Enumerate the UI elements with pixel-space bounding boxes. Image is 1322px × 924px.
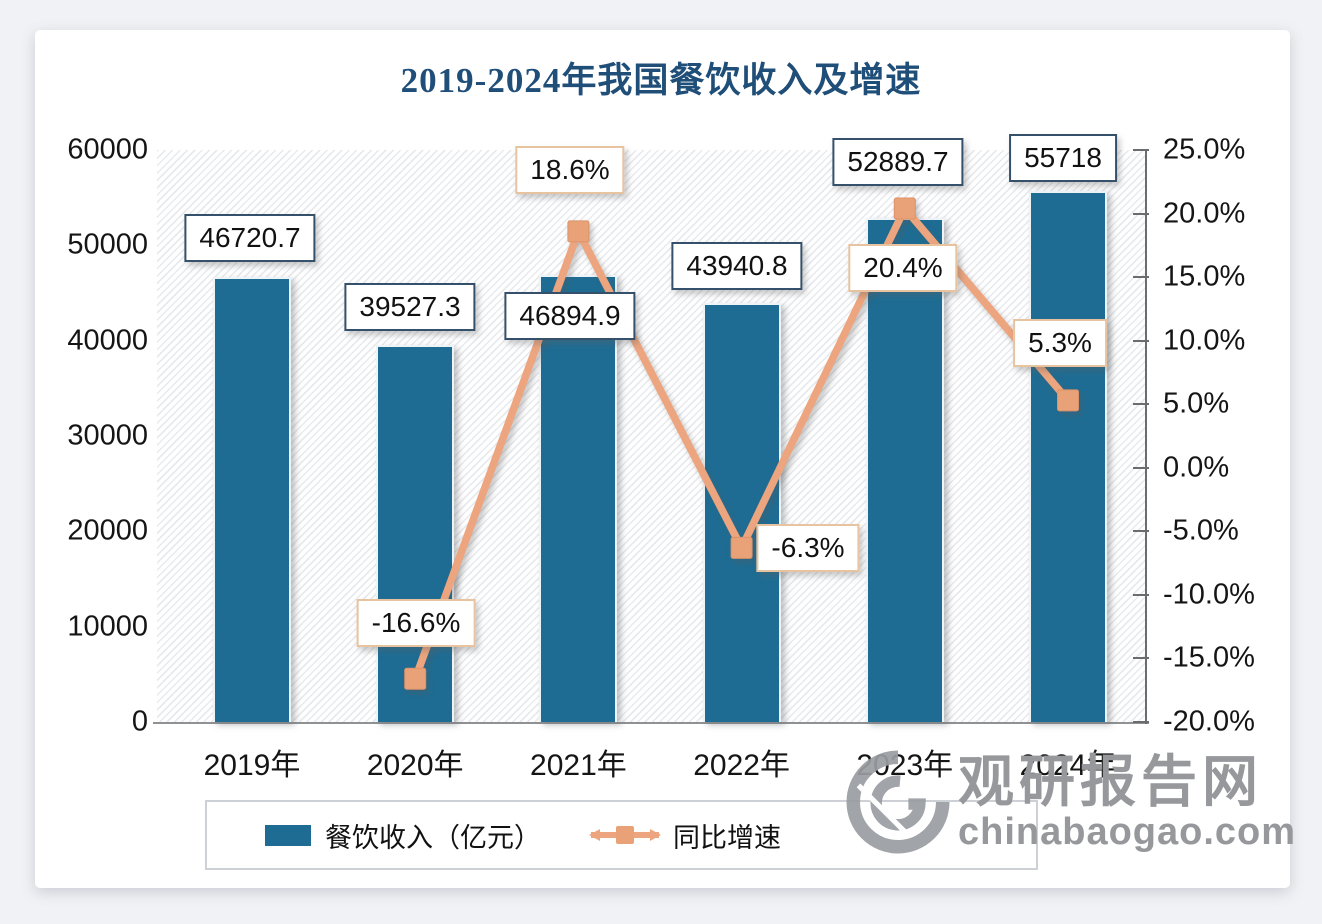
y-axis-label-left: 20000	[67, 514, 148, 547]
x-axis-label: 2022年	[693, 749, 790, 782]
growth-value-label: 5.3%	[1013, 319, 1107, 367]
bar-2020年	[376, 345, 455, 722]
right-axis-tick	[1133, 403, 1149, 406]
growth-value-label: -6.3%	[756, 524, 860, 572]
y-axis-label-right: -10.0%	[1163, 578, 1255, 611]
watermark-site-name: 观研报告网	[958, 749, 1263, 813]
y-axis-label-right: 5.0%	[1163, 387, 1230, 420]
legend: 餐饮收入（亿元） 同比增速	[205, 800, 1038, 870]
bar-value-label: 46720.7	[184, 214, 316, 262]
growth-value-label: -16.6%	[356, 599, 476, 647]
growth-value-label: 20.4%	[848, 244, 958, 292]
legend-label-revenue: 餐饮收入（亿元）	[325, 822, 541, 853]
y-axis-label-right: 15.0%	[1163, 260, 1246, 293]
growth-marker-2023年	[893, 197, 916, 220]
watermark-text: 观研报告网 chinabaogao.com	[958, 749, 1297, 854]
right-axis-tick	[1133, 530, 1149, 533]
legend-label-growth: 同比增速	[673, 822, 781, 853]
right-axis-tick	[1133, 149, 1149, 151]
y-axis-label-left: 10000	[67, 610, 148, 643]
growth-marker-2024年	[1057, 389, 1079, 412]
right-axis-tick	[1133, 212, 1149, 215]
right-axis-tick	[1133, 721, 1149, 723]
legend-item-growth: 同比增速	[589, 816, 781, 855]
growth-marker-2020年	[404, 667, 427, 690]
y-axis-label-right: 25.0%	[1163, 133, 1246, 166]
growth-marker-2022年	[730, 536, 753, 559]
plot-area	[153, 149, 1149, 724]
y-axis-label-right: 0.0%	[1163, 451, 1230, 484]
right-axis-tick	[1133, 276, 1149, 279]
y-axis-label-left: 50000	[67, 228, 148, 261]
bar-2021年	[539, 274, 618, 722]
y-axis-label-left: 30000	[67, 419, 148, 452]
bar-value-label: 43940.8	[671, 242, 803, 290]
bar-value-label: 52889.7	[832, 138, 964, 186]
bar-2019年	[213, 276, 291, 722]
bar-value-label: 55718	[1009, 134, 1117, 182]
y-axis-label-right: 20.0%	[1163, 197, 1246, 230]
right-axis-tick	[1133, 593, 1149, 596]
watermark: 观研报告网 chinabaogao.com	[846, 750, 1296, 854]
growth-marker-2021年	[567, 220, 590, 243]
chart-title: 2019-2024年我国餐饮收入及增速	[400, 61, 922, 100]
x-axis-label: 2024年	[1019, 749, 1117, 782]
y-axis-label-left: 40000	[67, 324, 148, 357]
bar-2024年	[1029, 190, 1107, 722]
right-y-axis-line	[1145, 150, 1147, 724]
y-axis-label-left: 60000	[67, 133, 148, 166]
right-axis-tick	[1133, 657, 1149, 660]
x-axis-label: 2021年	[530, 749, 627, 782]
y-axis-label-right: 10.0%	[1163, 324, 1246, 357]
bar-series-swatch	[265, 824, 311, 846]
bar-value-label: 46894.9	[504, 292, 636, 340]
growth-value-label: 18.6%	[515, 146, 625, 194]
line-series-swatch	[589, 826, 661, 844]
right-axis-tick	[1133, 466, 1149, 469]
bar-2023年	[865, 217, 944, 722]
right-axis-tick	[1133, 339, 1149, 342]
y-axis-label-left: 0	[131, 705, 148, 738]
chinabaogao-logo-icon	[846, 750, 950, 854]
bar-value-label: 39527.3	[344, 283, 476, 331]
y-axis-label-right: -5.0%	[1163, 514, 1239, 547]
y-axis-label-right: -15.0%	[1163, 641, 1255, 674]
bar-2022年	[702, 303, 781, 722]
legend-item-revenue: 餐饮收入（亿元）	[265, 816, 541, 855]
growth-line-series	[404, 197, 1079, 690]
x-axis-line	[153, 722, 1149, 724]
x-axis-label: 2020年	[366, 749, 464, 782]
watermark-domain: chinabaogao.com	[958, 811, 1297, 854]
y-axis-label-right: -20.0%	[1163, 705, 1255, 738]
x-axis-label: 2019年	[203, 749, 301, 782]
